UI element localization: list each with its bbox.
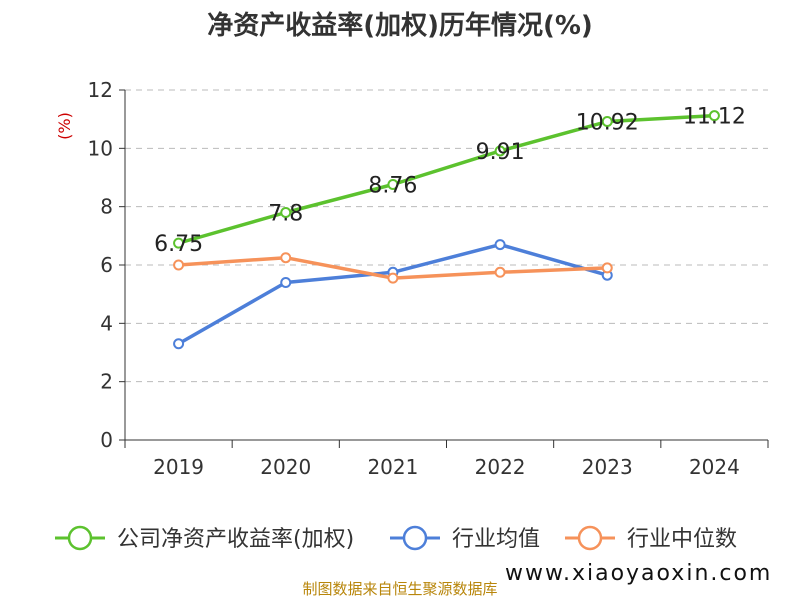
series-0-point-2020: [280, 207, 292, 218]
series-0-point-2021: [387, 179, 399, 190]
legend-marker-0: [67, 525, 93, 551]
x-tick-label-2023: 2023: [582, 455, 633, 479]
series-2-point-2022: [494, 266, 506, 278]
series-2-point-2021: [387, 272, 399, 284]
data-label-2021: 8.76: [368, 174, 417, 199]
y-tick-label-0: 0: [100, 428, 113, 452]
legend-label-2: 行业中位数: [627, 527, 737, 552]
series-0-point-2024: [708, 110, 720, 122]
series-1-point-2022: [494, 239, 506, 251]
series-2-point-2023: [601, 262, 613, 274]
series-2-point-2020: [280, 252, 292, 264]
watermark: www.xiaoyaoxin.com: [505, 561, 772, 586]
x-tick-label-2022: 2022: [475, 455, 526, 479]
series-group: [173, 110, 720, 350]
y-axis-label: (%): [55, 112, 74, 140]
y-tick-label-12: 12: [88, 78, 113, 102]
y-tick-label-8: 8: [100, 195, 113, 219]
data-label-2022: 9.91: [476, 140, 525, 165]
grid-lines: [125, 89, 768, 383]
data-label-2019: 6.75: [154, 232, 203, 257]
data-label-2023: 10.92: [576, 111, 639, 136]
x-axis: 2019 2020 2021 2022 2023 2024: [124, 439, 769, 479]
series-2-point-2019: [173, 259, 185, 271]
data-label-2024: 11.12: [683, 105, 746, 130]
chart-title: 净资产收益率(加权)历年情况(%): [207, 10, 593, 41]
y-tick-label-10: 10: [88, 136, 113, 160]
series-0-point-2022: [494, 145, 506, 157]
x-tick-label-2020: 2020: [260, 455, 311, 479]
y-tick-label-2: 2: [100, 370, 113, 394]
source-note: 制图数据来自恒生聚源数据库: [302, 580, 497, 598]
x-tick-label-2021: 2021: [367, 455, 418, 479]
series-1-point-2019: [173, 338, 185, 350]
legend-label-1: 行业均值: [452, 527, 540, 552]
series-0-point-2019: [173, 237, 185, 249]
data-labels: 6.75 7.8 8.76 9.91 10.92 11.12: [154, 105, 746, 257]
series-1-point-2020: [280, 277, 292, 288]
series-0-point-2023: [601, 116, 613, 127]
y-tick-label-6: 6: [100, 253, 113, 277]
legend-marker-2: [577, 525, 603, 551]
y-tick-label-4: 4: [100, 311, 113, 335]
series-line-0: [178, 113, 715, 245]
legend: 公司净资产收益率(加权) 行业均值 行业中位数: [55, 525, 737, 552]
x-tick-label-2019: 2019: [153, 455, 204, 479]
x-tick-label-2024: 2024: [689, 455, 740, 479]
legend-label-0: 公司净资产收益率(加权): [117, 527, 354, 552]
y-axis-ticks: 0 2 4 6 8 10 12: [88, 78, 126, 452]
legend-marker-1: [402, 525, 428, 551]
data-label-2020: 7.8: [268, 202, 303, 227]
